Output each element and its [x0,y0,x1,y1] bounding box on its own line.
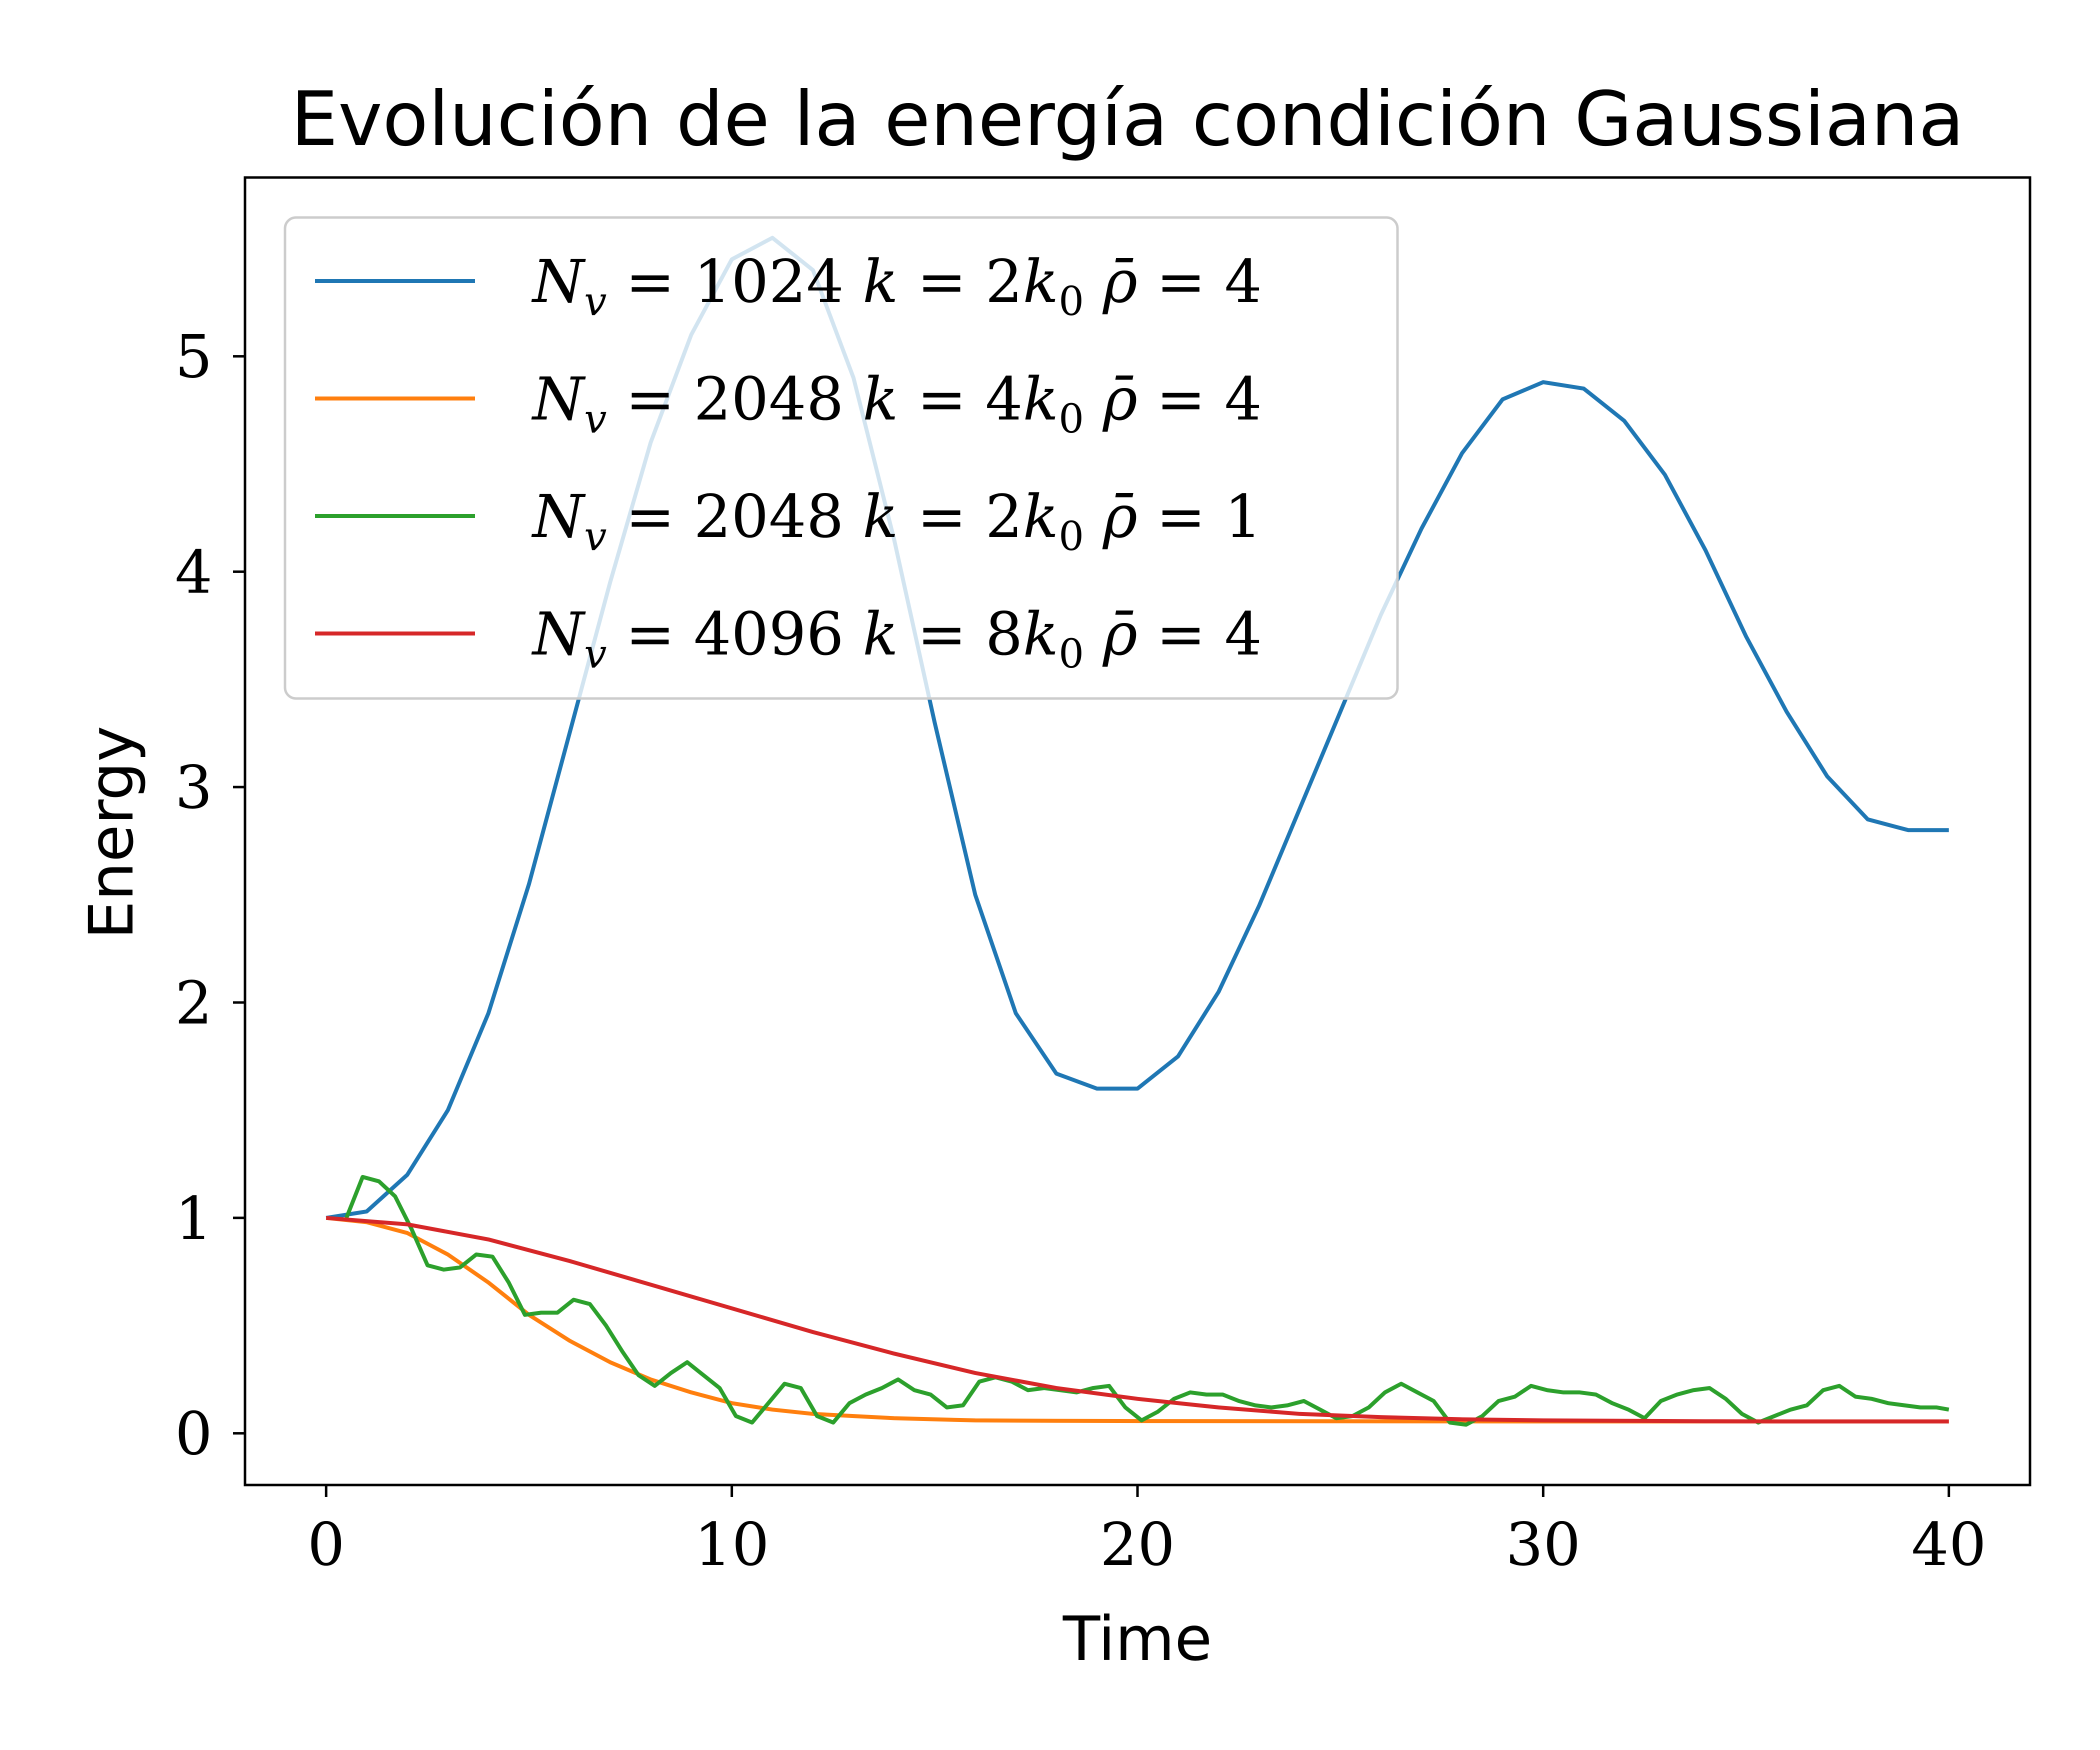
chart-title: Evolución de la energía condición Gaussi… [290,76,1964,163]
ticks-layer: 0 10 20 30 40 0 1 2 3 4 5 [175,322,1986,1579]
y-tick-label: 4 [175,538,212,606]
y-tick-label: 3 [175,753,212,822]
x-axis-label: Time [1062,1604,1212,1674]
series-line-2 [326,1216,1949,1424]
x-tick-label: 40 [1912,1510,1986,1579]
y-tick-label: 0 [175,1400,212,1468]
legend-entry-3: Nv = 2048 k = 2k0 ρ̄ = 1 [531,482,1262,560]
series-line-4 [326,1216,1949,1424]
legend: Nv = 1024 k = 2k0 ρ̄ = 4 Nv = 2048 k = 4k… [284,216,1399,700]
legend-entry-4: Nv = 4096 k = 8k0 ρ̄ = 4 [531,600,1262,677]
legend-entry-2: Nv = 2048 k = 4k0 ρ̄ = 4 [531,364,1262,442]
legend-entry-1: Nv = 1024 k = 2k0 ρ̄ = 4 [531,247,1262,324]
y-tick-label: 1 [175,1184,212,1253]
y-axis-label: Energy [76,726,147,939]
y-tick-label: 2 [175,968,212,1038]
x-tick-label: 0 [308,1510,345,1579]
x-tick-label: 10 [694,1510,770,1579]
x-tick-label: 20 [1100,1510,1175,1579]
legend-box [284,216,1399,700]
series-line-3 [344,1174,1950,1427]
y-tick-label: 5 [175,322,212,392]
x-tick-label: 30 [1506,1510,1580,1579]
